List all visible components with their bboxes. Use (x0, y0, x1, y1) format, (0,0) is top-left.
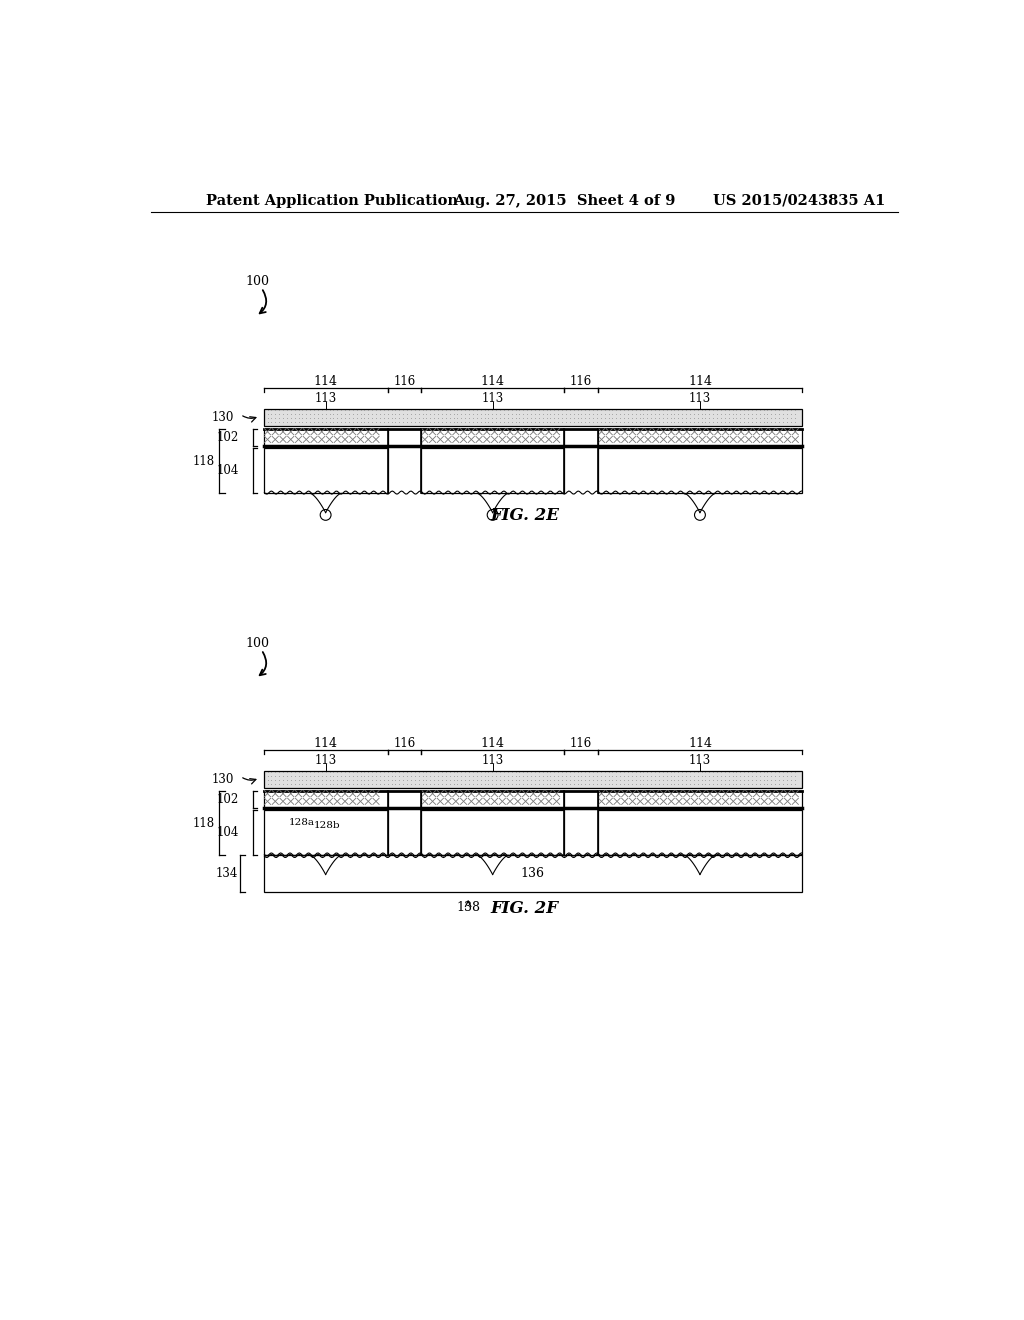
Text: 113: 113 (481, 754, 504, 767)
Text: 116: 116 (570, 375, 592, 388)
Text: 138: 138 (456, 902, 480, 915)
Bar (421, 447, 564, 494)
Text: 104: 104 (216, 465, 239, 477)
Text: 113: 113 (314, 754, 337, 767)
Text: 113: 113 (689, 754, 711, 767)
Bar (421, 792, 564, 808)
Text: 128a: 128a (289, 817, 314, 826)
Text: 114: 114 (313, 737, 338, 750)
Text: 113: 113 (481, 392, 504, 405)
Bar (598, 429, 802, 446)
Text: 100: 100 (246, 638, 269, 649)
Text: 116: 116 (393, 375, 416, 388)
Text: 104: 104 (216, 826, 239, 840)
Text: 114: 114 (480, 737, 505, 750)
Text: Patent Application Publication: Patent Application Publication (206, 194, 458, 207)
Bar (421, 810, 564, 855)
Bar (263, 810, 388, 855)
Text: 113: 113 (689, 392, 711, 405)
Text: 114: 114 (688, 737, 712, 750)
Text: 116: 116 (393, 737, 416, 750)
Text: 118: 118 (193, 455, 215, 467)
Bar (263, 447, 388, 494)
Bar (421, 429, 564, 446)
Text: 136: 136 (521, 867, 545, 880)
Text: FIG. 2F: FIG. 2F (490, 900, 559, 917)
Bar (598, 792, 802, 808)
Text: 130: 130 (212, 411, 234, 424)
Text: 102: 102 (216, 432, 239, 445)
Text: 128b: 128b (314, 821, 341, 830)
Bar (263, 409, 802, 426)
Text: 118: 118 (193, 817, 215, 830)
Text: Aug. 27, 2015  Sheet 4 of 9: Aug. 27, 2015 Sheet 4 of 9 (454, 194, 676, 207)
Bar (598, 810, 802, 855)
Text: 113: 113 (314, 392, 337, 405)
Text: 114: 114 (688, 375, 712, 388)
Text: 114: 114 (313, 375, 338, 388)
Bar (263, 855, 802, 892)
Text: 130: 130 (212, 774, 234, 785)
Text: US 2015/0243835 A1: US 2015/0243835 A1 (713, 194, 886, 207)
Text: 100: 100 (246, 275, 269, 288)
Bar (263, 771, 802, 788)
Bar (598, 447, 802, 494)
Text: 102: 102 (216, 793, 239, 807)
Text: 116: 116 (570, 737, 592, 750)
Text: 114: 114 (480, 375, 505, 388)
Bar (263, 429, 388, 446)
Text: FIG. 2E: FIG. 2E (490, 507, 559, 524)
Bar (263, 792, 388, 808)
Text: 134: 134 (216, 867, 238, 880)
